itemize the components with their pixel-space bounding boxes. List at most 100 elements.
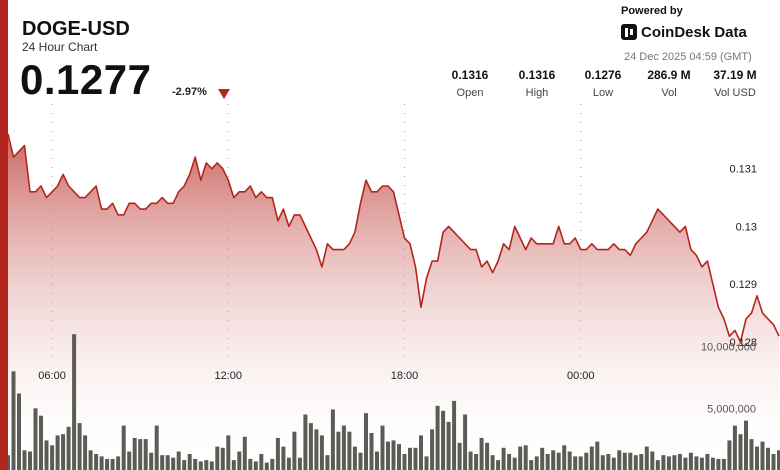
volume-bar [534, 456, 539, 470]
volume-bar [732, 425, 737, 470]
volume-bar [540, 447, 545, 470]
volume-bar [600, 455, 605, 470]
x-tick-label: 00:00 [567, 370, 595, 382]
volume-bar [622, 452, 627, 470]
volume-bar [573, 456, 578, 470]
volume-bar [275, 437, 280, 470]
volume-bar [369, 433, 374, 470]
volume-bar [749, 439, 754, 470]
volume-bar [556, 452, 561, 470]
volume-bar [760, 441, 765, 470]
volume-bar [286, 457, 291, 470]
y-tick-label: 0.129 [729, 279, 757, 291]
volume-bar [149, 452, 154, 470]
price-area-fill [8, 134, 779, 470]
volume-bar [72, 334, 77, 470]
volume-bar [474, 454, 479, 470]
volume-bar [595, 441, 600, 470]
volume-bar [292, 431, 297, 470]
stat-label: Open [456, 87, 484, 99]
volume-bar [105, 458, 110, 470]
volume-bar [716, 458, 721, 470]
volume-bar [391, 440, 396, 470]
volume-bar [28, 451, 32, 470]
volume-bar [468, 451, 473, 470]
accent-bar [0, 0, 8, 470]
stat-vol-usd: 37.19 M Vol USD [713, 68, 756, 99]
volume-bar [220, 447, 225, 470]
volume-bar [11, 371, 16, 470]
volume-bar [683, 457, 688, 470]
volume-bar [738, 434, 743, 470]
volume-bar [22, 450, 27, 470]
y-tick-label: 0.13 [736, 221, 757, 233]
volume-bar [94, 454, 99, 470]
volume-bar [99, 456, 104, 470]
volume-bar [501, 447, 506, 470]
volume-bar [755, 446, 759, 470]
volume-bar [430, 429, 435, 470]
volume-bar [611, 457, 616, 470]
volume-bar [319, 435, 324, 470]
volume-bar [375, 451, 379, 470]
stat-vol: 286.9 M Vol [647, 68, 690, 99]
volume-bar [496, 460, 501, 470]
stat-value: 286.9 M [647, 68, 691, 82]
volume-bar [336, 431, 341, 470]
stat-value: 0.1276 [584, 68, 622, 82]
volume-bar [567, 451, 572, 470]
down-arrow-icon [218, 89, 230, 99]
volume-bar [639, 454, 644, 470]
volume-bar [364, 413, 368, 470]
stat-label: Vol USD [714, 87, 756, 99]
volume-bar [655, 460, 660, 470]
volume-bar [215, 446, 220, 470]
x-axis-ticks: 06:00 12:00 18:00 00:00 [38, 370, 594, 382]
volume-bar [347, 431, 352, 470]
price-line [7, 133, 780, 343]
volume-bar [688, 452, 693, 470]
volume-bar [380, 425, 385, 470]
volume-bar [165, 455, 170, 470]
volume-bar [578, 456, 583, 470]
volume-bar [176, 451, 181, 470]
brand-name: CoinDesk Data [641, 23, 747, 41]
volume-bar [661, 455, 666, 470]
volume-bar [490, 455, 495, 470]
volume-bar [154, 425, 159, 470]
volume-bar [44, 440, 49, 470]
volume-bar [766, 447, 770, 470]
volume-bar [132, 437, 137, 470]
volume-bar [507, 454, 512, 470]
volume-bars [6, 334, 780, 470]
volume-bar [589, 446, 594, 470]
volume-bar [297, 457, 302, 470]
timestamp: 24 Dec 2025 04:59 (GMT) [624, 51, 752, 63]
stat-value: 37.19 M [713, 68, 757, 82]
volume-bar [237, 451, 242, 470]
volume-bar [386, 441, 390, 470]
volume-bar [644, 446, 649, 470]
volume-bar [341, 425, 346, 470]
volume-bar [617, 450, 622, 470]
stat-low: 0.1276 Low [585, 68, 622, 99]
stat-label: Low [592, 87, 614, 99]
volume-bar [441, 410, 446, 470]
volume-bar [270, 458, 275, 470]
volume-bar [6, 455, 10, 470]
volume-bar [628, 452, 633, 470]
volume-bar [61, 434, 66, 470]
volume-bar [727, 440, 732, 470]
volume-axis-label: 10,000,000 [701, 342, 756, 354]
volume-bar [83, 435, 88, 470]
volume-bar [777, 450, 780, 470]
volume-bar [127, 451, 132, 470]
volume-bar [259, 454, 264, 470]
volume-bar [325, 455, 330, 470]
volume-bar [358, 452, 363, 470]
volume-bar [171, 457, 176, 470]
volume-bar [253, 461, 258, 470]
volume-bar [209, 461, 214, 470]
x-tick-label: 18:00 [391, 370, 419, 382]
stat-value: 0.1316 [518, 68, 556, 82]
